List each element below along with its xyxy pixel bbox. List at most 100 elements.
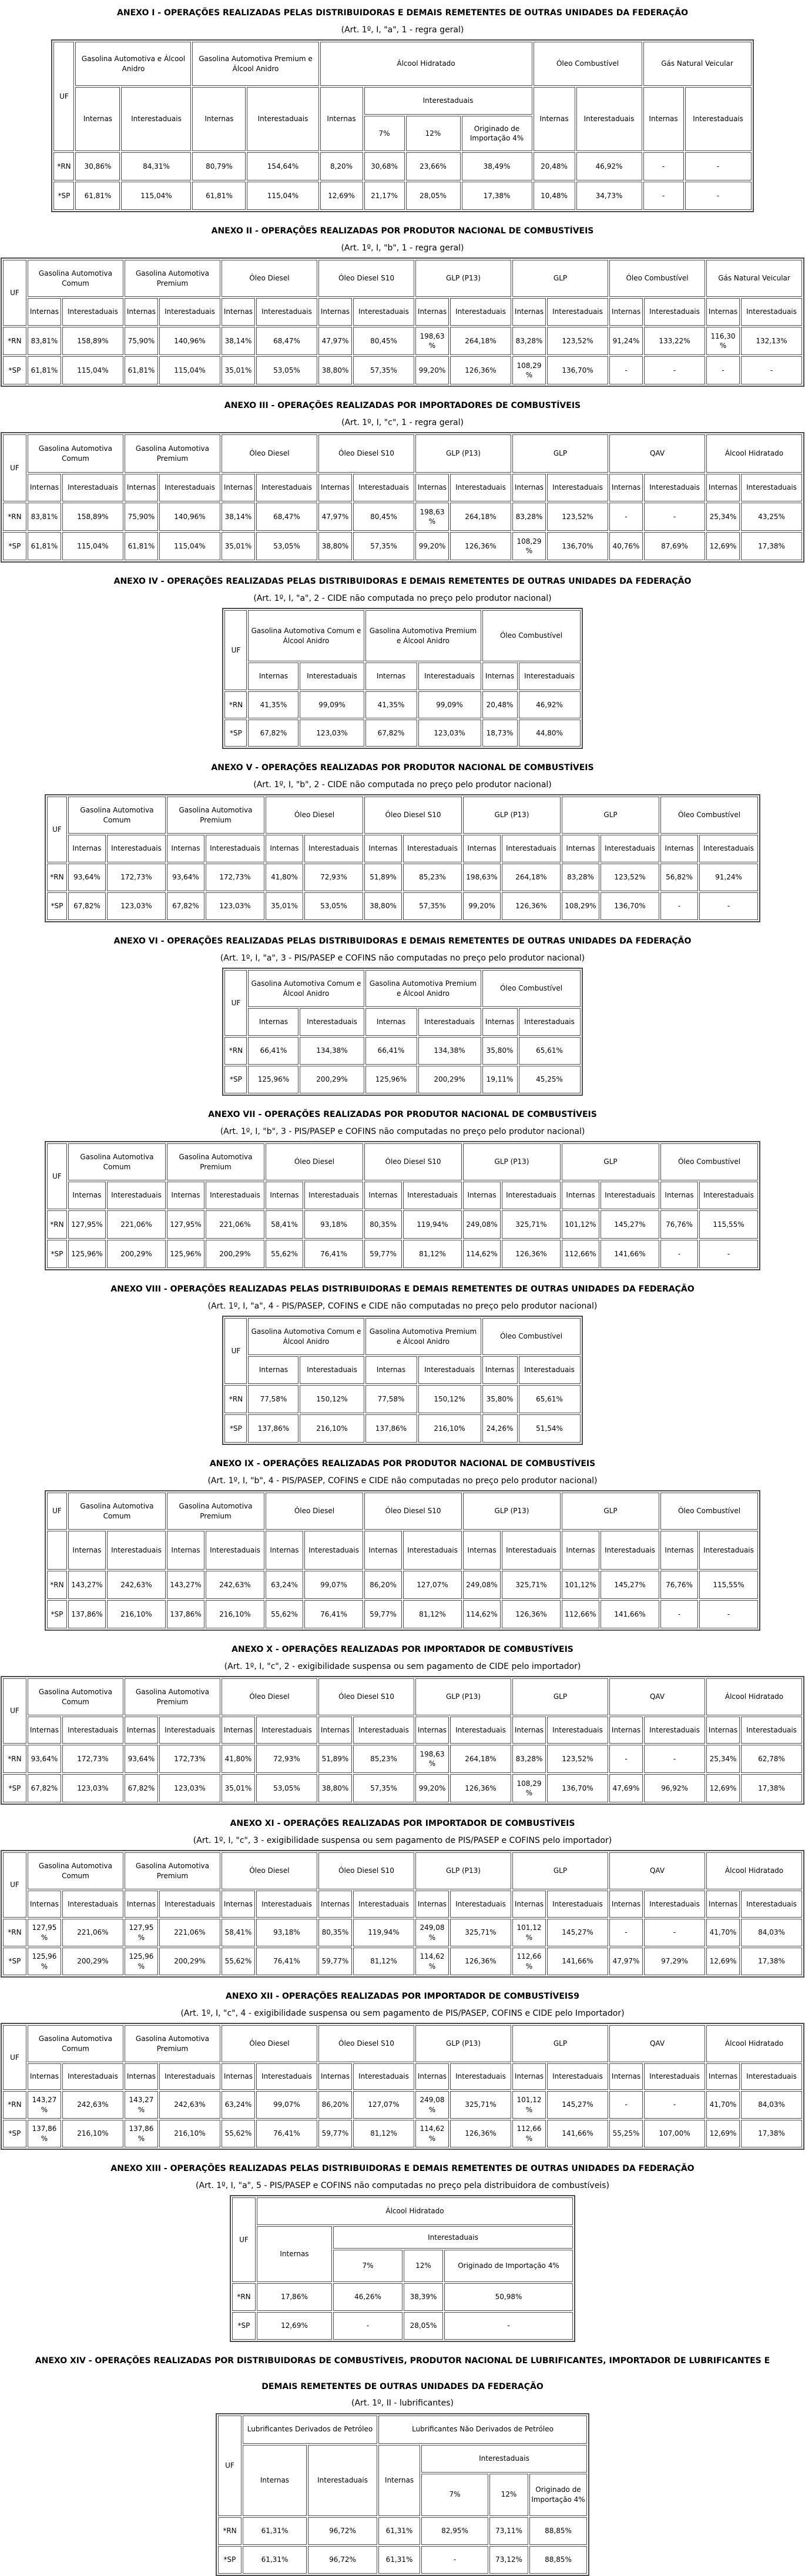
annex-subtitle: (Art. 1º, I, "a", 4 - PIS/PASEP, COFINS … bbox=[207, 1301, 598, 1311]
value-cell: 50,98% bbox=[444, 2283, 573, 2311]
column-header-cell: Internas bbox=[124, 2063, 158, 2090]
column-header-cell: Interestaduais bbox=[546, 2063, 608, 2090]
value-cell: 115,04% bbox=[159, 532, 220, 560]
value-cell: 87,69% bbox=[644, 532, 706, 560]
value-cell: 85,23% bbox=[402, 864, 462, 891]
value-cell: 61,31% bbox=[378, 2545, 420, 2574]
column-header-cell: Internas bbox=[660, 835, 699, 862]
column-header-cell: Internas bbox=[706, 2063, 740, 2090]
column-header-cell: Interestaduais bbox=[601, 1182, 660, 1209]
column-header-cell: Interestaduais bbox=[546, 1891, 608, 1918]
column-header-cell: Internas bbox=[512, 2063, 546, 2090]
value-cell: 47,97% bbox=[609, 1948, 643, 1975]
value-cell: 99,07% bbox=[256, 2091, 317, 2119]
value-cell: 62,78% bbox=[741, 1745, 803, 1773]
column-header-cell: Internas bbox=[364, 835, 402, 862]
annex-table: UF Gasolina Automotiva Comum Gasolina Auto… bbox=[0, 1676, 805, 1805]
value-cell: 115,04% bbox=[62, 356, 123, 384]
group-header-cell: Álcool Hidratado bbox=[706, 434, 803, 473]
value-cell: 132,13% bbox=[741, 327, 803, 355]
value-cell: 80,45% bbox=[353, 327, 414, 355]
column-header-cell: Interestaduais bbox=[502, 1531, 561, 1570]
column-header-cell: Interestaduais bbox=[256, 474, 317, 501]
column-header-cell: Interestaduais bbox=[450, 2063, 511, 2090]
column-header-cell: Internas bbox=[27, 474, 61, 501]
value-cell: 80,79% bbox=[192, 152, 246, 180]
column-header-cell: Internas bbox=[248, 1356, 299, 1384]
value-cell: 143,27% bbox=[27, 2091, 61, 2119]
uf-cell: *SP bbox=[2, 356, 26, 384]
value-cell: 12,69% bbox=[706, 1948, 740, 1975]
column-header-cell: Interestaduais bbox=[353, 1717, 414, 1744]
value-cell: 73,11% bbox=[489, 2517, 528, 2545]
annex-subtitle: (Art. 1º, I, "b", 4 - PIS/PASEP, COFINS … bbox=[207, 1476, 598, 1486]
group-header-cell: QAV bbox=[609, 2025, 706, 2062]
column-header-cell: Internas bbox=[562, 1182, 599, 1209]
table-body: *RN 66,41% 134,38% 66,41% 134,38% 35,80% 65,61… bbox=[224, 1037, 581, 1093]
table-body: *RN 127,95% 221,06% 127,95% 221,06% 58,41% 93,… bbox=[2, 1919, 803, 1975]
value-cell: 56,82% bbox=[660, 864, 699, 891]
value-cell: 221,06% bbox=[62, 1919, 123, 1946]
value-cell: 99,20% bbox=[415, 356, 449, 384]
column-header-cell: Interestaduais bbox=[353, 474, 414, 501]
value-cell: 38,14% bbox=[221, 503, 255, 531]
column-header-cell: Internas bbox=[512, 1891, 546, 1918]
column-header-cell: Internas bbox=[482, 1008, 518, 1036]
uf-header-cell: UF bbox=[224, 610, 247, 690]
table-row: *RN 41,35% 99,09% 41,35% 99,09% 20,48% 46,92% bbox=[224, 691, 581, 718]
column-header-cell: Interestaduais bbox=[546, 474, 608, 501]
uf-cell: *SP bbox=[2, 1774, 26, 1802]
value-cell: 84,03% bbox=[741, 1919, 803, 1946]
table-row: *RN 143,27% 242,63% 143,27% 242,63% 63,24% 99,… bbox=[2, 2091, 803, 2119]
column-header-cell: Interestaduais bbox=[353, 298, 414, 326]
annex-subtitle: (Art. 1º, I, "b", 1 - regra geral) bbox=[341, 243, 464, 253]
value-cell: 140,96% bbox=[159, 503, 220, 531]
column-header-cell: Interestaduais bbox=[402, 835, 462, 862]
value-cell: 83,28% bbox=[512, 503, 546, 531]
column-header-cell: Interestaduais bbox=[353, 2063, 414, 2090]
value-cell: - bbox=[609, 503, 643, 531]
annex-title: ANEXO VI - OPERAÇÕES REALIZADAS PELAS DI… bbox=[113, 936, 692, 946]
value-cell: 83,28% bbox=[562, 864, 599, 891]
value-cell: 61,81% bbox=[124, 356, 158, 384]
document-page: { "document": { "language": "pt-BR", "te… bbox=[0, 8, 805, 2576]
annex-subtitle: (Art. 1º, II - lubrificantes) bbox=[351, 2398, 454, 2408]
value-cell: 140,96% bbox=[159, 327, 220, 355]
group-header-cell: GLP (P13) bbox=[463, 797, 561, 834]
value-cell: 158,89% bbox=[62, 327, 123, 355]
value-cell: 136,70% bbox=[546, 532, 608, 560]
annex-title: ANEXO VII - OPERAÇÕES REALIZADAS POR PRO… bbox=[208, 1110, 597, 1119]
uf-cell: *RN bbox=[2, 1919, 26, 1946]
column-header-cell: Interestaduais bbox=[62, 1717, 123, 1744]
value-cell: 77,58% bbox=[365, 1385, 417, 1413]
column-header-cell: Internas bbox=[482, 663, 518, 690]
value-cell: 34,73% bbox=[576, 182, 642, 210]
value-cell: 198,63% bbox=[415, 327, 449, 355]
column-header-cell: Internas bbox=[75, 87, 120, 151]
group-header-cell: Gasolina Automotiva Premium e Álcool Ani… bbox=[365, 610, 481, 661]
annex-table: UF Gasolina Automotiva Comum e Álcool Ani… bbox=[222, 1316, 583, 1445]
uf-header-cell: UF bbox=[46, 1143, 67, 1209]
value-cell: 107,00% bbox=[644, 2120, 706, 2147]
column-header-cell: Internas bbox=[415, 1891, 449, 1918]
group-header-cell: GLP bbox=[512, 1678, 608, 1715]
table-row: *SP 61,81% 115,04% 61,81% 115,04% 12,69% 21,17… bbox=[53, 182, 752, 210]
column-header-cell: Interestaduais bbox=[741, 1891, 803, 1918]
table-header: UF Gasolina Automotiva Comum Gasolina Auto… bbox=[46, 1493, 759, 1570]
header-row: UF Gasolina Automotiva Comum Gasolina Auto… bbox=[2, 2025, 803, 2090]
group-header-cell: Lubrificantes Derivados de Petróleo bbox=[242, 2415, 377, 2444]
annex-section: ANEXO III - OPERAÇÕES REALIZADAS POR IMP… bbox=[0, 401, 805, 563]
value-cell: 66,41% bbox=[248, 1037, 299, 1065]
value-cell: 67,82% bbox=[68, 892, 106, 920]
table-row: *SP 67,82% 123,03% 67,82% 123,03% 35,01% 53,05… bbox=[46, 892, 759, 920]
table-header: UF Gasolina Automotiva Comum Gasolina Auto… bbox=[46, 797, 759, 862]
header-row: UF Lubrificantes Derivados de Petróleo Lub… bbox=[217, 2415, 587, 2516]
group-header-cell: GLP bbox=[562, 1143, 660, 1180]
value-cell: 17,38% bbox=[741, 532, 803, 560]
column-header-cell: Interestaduais bbox=[353, 1891, 414, 1918]
value-cell: 99,20% bbox=[415, 1774, 449, 1802]
value-cell: 114,62% bbox=[463, 1600, 501, 1628]
column-header-cell: Internas bbox=[609, 474, 643, 501]
value-cell: 93,64% bbox=[166, 864, 204, 891]
value-cell: 216,10% bbox=[205, 1600, 264, 1628]
